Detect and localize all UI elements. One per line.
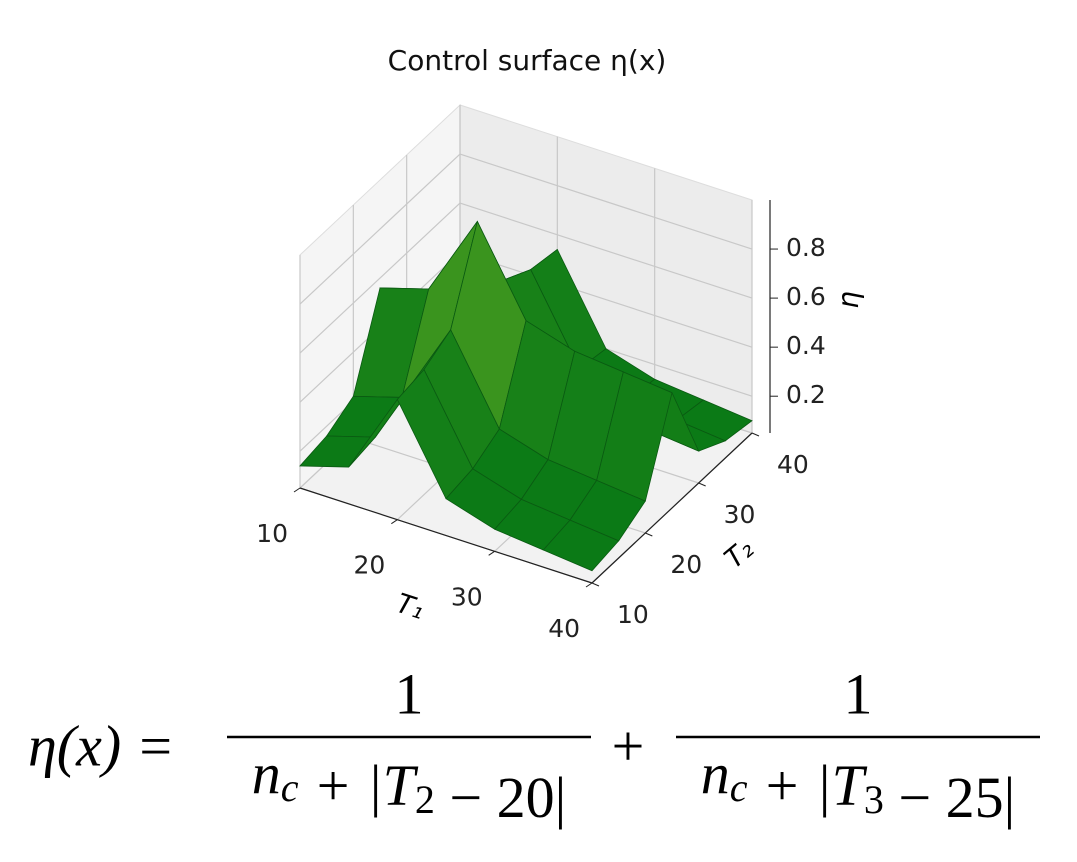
z-tick-label: 0.6 xyxy=(786,282,826,311)
y-tick-label: 40 xyxy=(777,450,809,479)
grid-line xyxy=(459,153,753,250)
grid-line xyxy=(459,251,753,348)
formula-lhs: η(x) = xyxy=(28,713,175,778)
formula-text: − 20| xyxy=(435,765,566,830)
x-tick-label: 40 xyxy=(548,614,580,643)
x-tick xyxy=(391,519,398,525)
x-tick xyxy=(488,550,495,556)
formula-subscript: 2 xyxy=(415,777,435,822)
formula-text: n xyxy=(252,741,281,806)
z-tick-label: 0.2 xyxy=(786,380,826,409)
z-tick-label: 0.8 xyxy=(786,233,826,262)
formula-text: + |T xyxy=(748,753,868,818)
formula-numerator: 1 xyxy=(395,661,424,726)
axis-line xyxy=(299,487,593,584)
z-axis-label: η xyxy=(832,291,865,309)
y-tick xyxy=(591,582,600,587)
x-tick-label: 10 xyxy=(256,519,288,548)
formula-text: n xyxy=(701,741,730,806)
grid-line xyxy=(299,202,461,354)
y-axis-label: T₂ xyxy=(719,533,760,574)
grid-line xyxy=(299,153,461,305)
formula-subscript: c xyxy=(730,765,748,810)
x-tick xyxy=(293,487,301,493)
x-tick-label: 30 xyxy=(451,582,483,611)
y-tick xyxy=(645,532,653,537)
formula-operator: + xyxy=(612,713,645,778)
formula-numerator: 1 xyxy=(844,661,873,726)
formula-subscript: c xyxy=(281,765,299,810)
y-tick-label: 20 xyxy=(670,550,702,579)
x-tick xyxy=(585,582,593,588)
x-axis-label: T₁ xyxy=(393,588,429,626)
grid-line xyxy=(459,202,753,299)
formula-text: − 25| xyxy=(884,765,1015,830)
axis-line xyxy=(591,432,753,584)
formula-denominator: nc + |T3 − 25| xyxy=(701,741,1015,830)
z-tick-label: 0.4 xyxy=(786,331,826,360)
y-tick-label: 30 xyxy=(724,500,756,529)
formula-subscript: 3 xyxy=(864,777,884,822)
chart-title: Control surface η(x) xyxy=(388,44,667,77)
y-tick xyxy=(751,432,760,437)
x-tick-label: 20 xyxy=(354,551,386,580)
surface-patch xyxy=(542,519,620,572)
y-tick-label: 10 xyxy=(617,600,649,629)
y-tick xyxy=(698,482,706,487)
formula-denominator: nc + |T2 − 20| xyxy=(252,741,566,830)
formula-text: + |T xyxy=(299,753,419,818)
